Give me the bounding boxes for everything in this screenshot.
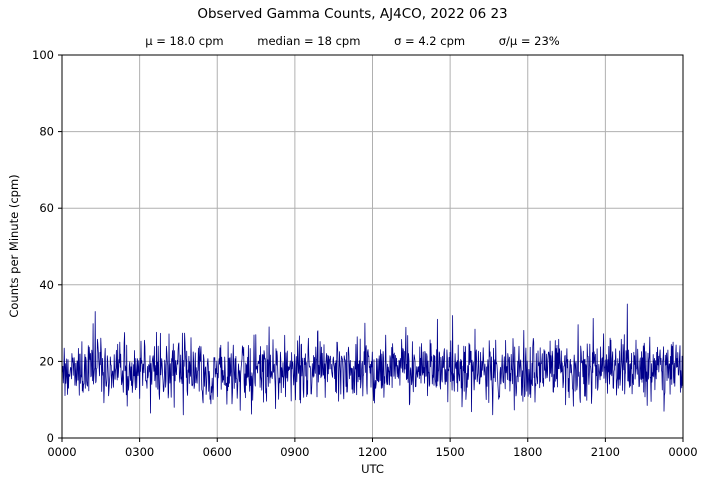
stat-sigma-over-mu: σ/μ = 23% bbox=[498, 34, 560, 48]
x-tick-label: 1500 bbox=[435, 445, 464, 459]
y-tick-label: 0 bbox=[47, 431, 54, 445]
y-tick-label: 40 bbox=[39, 278, 54, 292]
x-tick-label: 0300 bbox=[125, 445, 154, 459]
x-tick-label: 0000 bbox=[668, 445, 697, 459]
y-tick-label: 80 bbox=[39, 125, 54, 139]
stat-sigma: σ = 4.2 cpm bbox=[394, 34, 466, 48]
x-tick-label: 0600 bbox=[203, 445, 232, 459]
y-tick-label: 60 bbox=[39, 201, 54, 215]
stat-median: median = 18 cpm bbox=[257, 34, 361, 48]
chart-title: Observed Gamma Counts, AJ4CO, 2022 06 23 bbox=[197, 6, 508, 22]
x-tick-label: 1200 bbox=[358, 445, 387, 459]
plot-border bbox=[61, 54, 684, 439]
x-tick-label: 0900 bbox=[280, 445, 309, 459]
gamma-counts-line bbox=[61, 303, 684, 416]
x-tick-label: 1800 bbox=[513, 445, 542, 459]
y-tick-label: 100 bbox=[32, 48, 54, 62]
x-tick-label: 2100 bbox=[591, 445, 620, 459]
y-tick-label: 20 bbox=[39, 354, 54, 368]
x-axis-label: UTC bbox=[361, 462, 384, 476]
x-tick-label: 0000 bbox=[47, 445, 76, 459]
stat-mean: μ = 18.0 cpm bbox=[145, 34, 224, 48]
chart-stats: μ = 18.0 cpm median = 18 cpm σ = 4.2 cpm… bbox=[0, 34, 705, 48]
